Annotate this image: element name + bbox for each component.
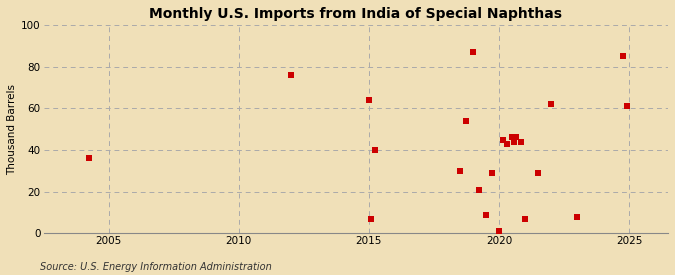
Y-axis label: Thousand Barrels: Thousand Barrels xyxy=(7,84,17,175)
Point xyxy=(487,171,497,175)
Point xyxy=(511,135,522,140)
Point xyxy=(498,137,509,142)
Point xyxy=(286,73,296,77)
Title: Monthly U.S. Imports from India of Special Naphthas: Monthly U.S. Imports from India of Speci… xyxy=(149,7,562,21)
Point xyxy=(493,229,504,233)
Point xyxy=(520,216,531,221)
Text: Source: U.S. Energy Information Administration: Source: U.S. Energy Information Administ… xyxy=(40,262,272,272)
Point xyxy=(572,214,583,219)
Point xyxy=(461,119,472,123)
Point xyxy=(370,148,381,152)
Point xyxy=(468,50,479,54)
Point xyxy=(617,54,628,58)
Point xyxy=(508,139,519,144)
Point xyxy=(365,216,376,221)
Point xyxy=(622,104,632,108)
Point xyxy=(363,98,374,102)
Point xyxy=(533,171,543,175)
Point xyxy=(502,141,513,146)
Point xyxy=(474,187,485,192)
Point xyxy=(506,135,517,140)
Point xyxy=(545,102,556,106)
Point xyxy=(84,156,95,160)
Point xyxy=(481,212,491,217)
Point xyxy=(515,139,526,144)
Point xyxy=(454,169,465,173)
